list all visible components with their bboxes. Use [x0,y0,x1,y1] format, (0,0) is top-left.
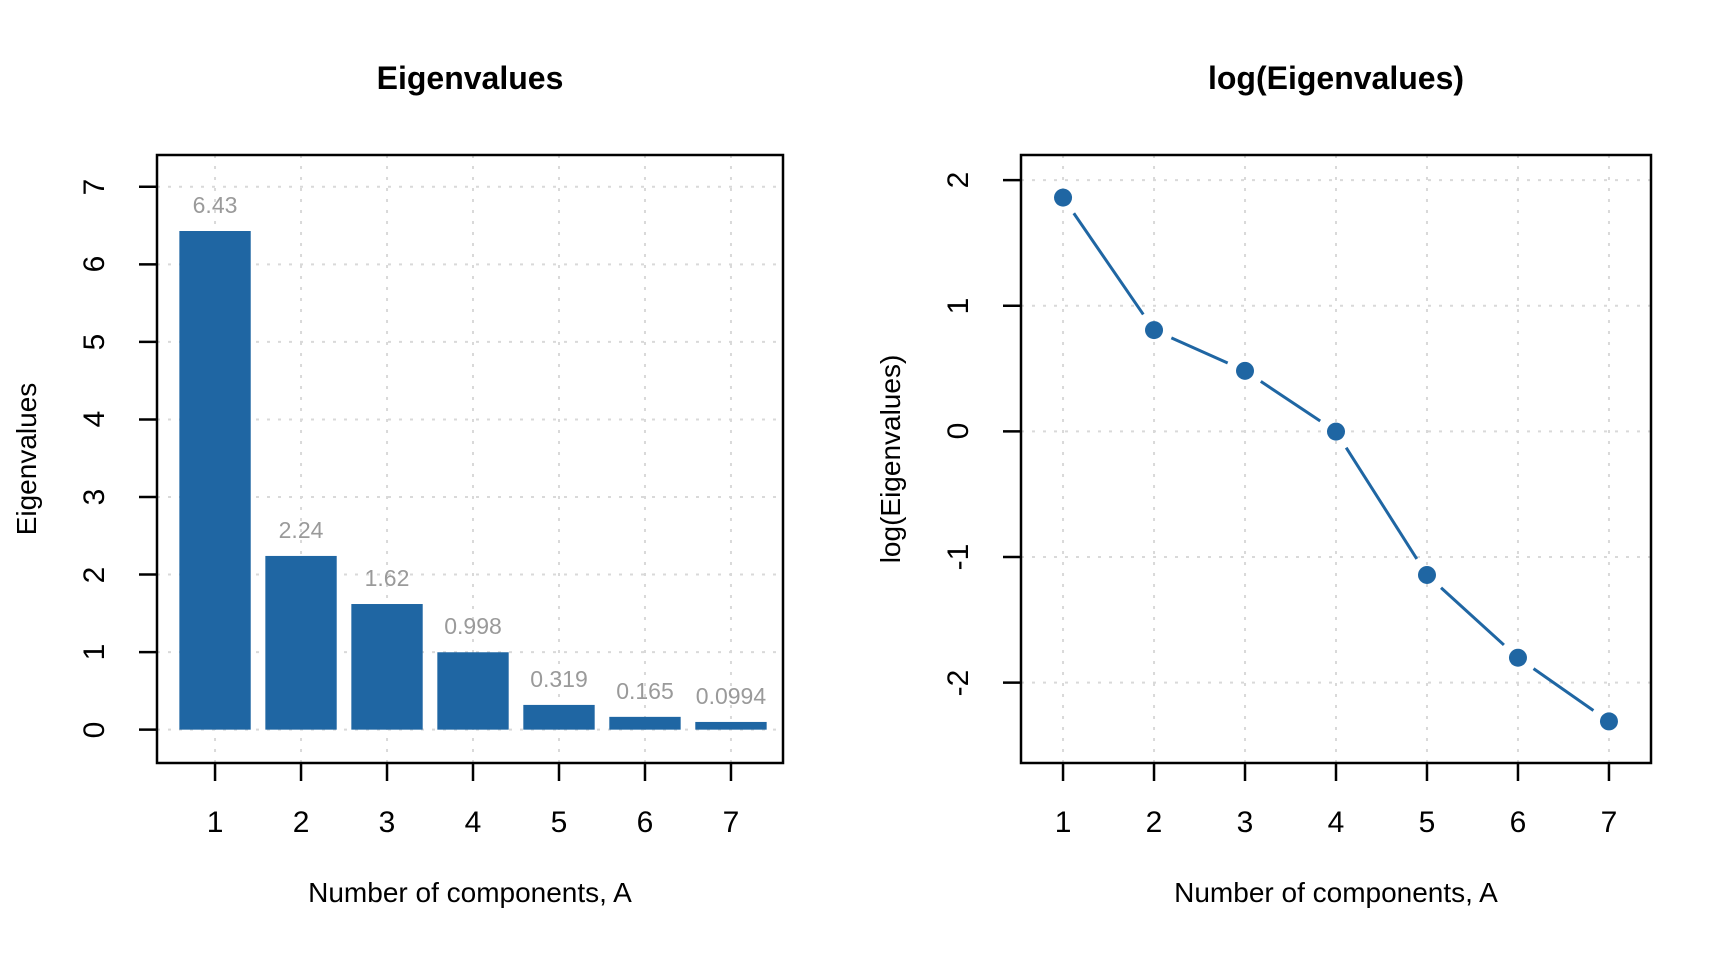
line-segment [1344,446,1419,560]
line-segment [1259,380,1322,423]
y-tick-label: 1 [78,643,111,661]
x-tick-label: 3 [1236,806,1254,839]
plot-box [1019,153,1653,765]
x-tick-label: 1 [1054,806,1072,839]
y-tick-label: 0 [942,423,975,440]
x-axis-title-components-right: Number of components, A [1174,877,1498,908]
chart-title-log-eigenvalues: log(Eigenvalues) [1207,60,1465,96]
bar-value-label: 0.0994 [695,682,767,709]
bar [695,721,767,730]
x-tick-label: 2 [1145,806,1163,839]
y-tick-label: 7 [78,178,111,196]
x-tick-label: 5 [1418,806,1436,839]
data-point [1417,565,1436,584]
line-segment [1072,212,1145,316]
bar [437,652,509,730]
x-tick-label: 6 [636,806,654,839]
bar [351,604,423,730]
y-tick-label: 1 [942,297,975,315]
chart-title-eigenvalues: Eigenvalues [376,60,564,96]
bar-value-label: 1.62 [364,565,410,592]
x-tick-label: 7 [722,806,740,839]
plot-box [155,153,785,765]
x-tick-label: 6 [1509,806,1527,839]
line-segment [1170,336,1229,365]
y-tick-label: 2 [942,171,975,189]
y-tick-label: 3 [78,488,111,506]
bar-value-label: 6.43 [192,192,238,218]
x-tick-label: 4 [1327,806,1345,839]
x-axis-title-components-left: Number of components, A [308,877,632,908]
data-point [1145,321,1164,340]
x-tick-label: 3 [378,806,396,839]
data-point [1327,422,1345,441]
bar-value-label: 0.998 [444,613,502,640]
x-tick-label: 4 [464,806,482,839]
y-tick-label: 4 [78,411,111,428]
data-point [1599,712,1618,731]
y-tick-label: -2 [942,669,975,696]
y-tick-label: 6 [78,256,111,273]
data-point [1508,648,1527,667]
x-tick-label: 1 [206,806,224,839]
x-tick-label: 7 [1600,806,1618,839]
y-tick-label: 2 [78,566,111,583]
y-tick-label: 0 [78,721,111,738]
line-segment [1440,586,1505,647]
bar [523,704,595,730]
line-segment [1532,667,1595,712]
bar-value-label: 2.24 [278,516,324,543]
bar-value-label: 0.319 [530,665,588,692]
bar [179,231,251,730]
x-tick-label: 5 [550,806,568,839]
y-tick-label: 5 [78,333,111,351]
bar [609,716,681,730]
y-tick-label: -1 [942,543,975,571]
data-point [1236,361,1255,380]
x-tick-label: 2 [292,806,310,839]
bar [265,555,337,730]
data-point [1054,188,1073,207]
bar-value-label: 0.165 [616,677,674,704]
